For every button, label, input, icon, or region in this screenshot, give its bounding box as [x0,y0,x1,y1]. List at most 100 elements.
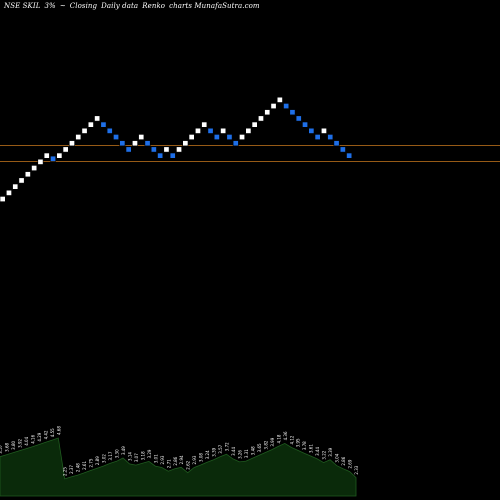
renko-brick [43,152,50,159]
frequency-label: Daily data [101,2,139,10]
volume-label: 3.07 [134,453,139,462]
renko-brick [327,134,334,140]
volume-label: 2.94 [179,455,184,464]
renko-brick [106,127,113,134]
volume-label: 3.31 [244,449,249,458]
renko-brick [150,146,157,153]
volume-label: 4.18 [276,434,281,443]
renko-brick [201,121,208,128]
renko-brick [132,140,138,147]
volume-label: 3.99 [270,437,275,446]
renko-brick [232,140,239,147]
renko-brick [270,103,277,110]
symbol-label: NSE SKIL [4,2,41,10]
volume-label: 3.26 [237,450,242,459]
renko-brick [195,127,201,134]
volume-label: 4.42 [43,430,48,439]
renko-brick [226,134,233,140]
volume-label: 2.93 [192,455,197,464]
volume-label: 3.39 [212,447,217,456]
volume-label: 3.04 [335,453,340,462]
renko-brick [320,127,327,134]
volume-label: 3.72 [225,442,230,451]
renko-brick [308,127,315,134]
volume-labels: 3.57 3.68 3.80 3.92 4.04 4.16 4.29 4.42 4.55 4.68… [0,426,359,476]
renko-brick [207,127,214,134]
renko-brick [50,155,57,162]
volume-label: 2.62 [186,460,191,469]
renko-brick [157,152,164,159]
source-label: charts MunafaSutra.com [169,2,260,10]
renko-brick [182,140,189,147]
renko-brick [169,152,176,159]
volume-label: 3.22 [322,450,327,459]
volume-label: 2.61 [82,461,87,470]
renko-brick [289,109,296,116]
renko-brick [94,115,101,122]
renko-brick [239,134,245,140]
volume-label: 4.16 [30,434,35,443]
renko-brick [138,134,145,140]
renko-brick [0,196,6,202]
volume-label: 3.48 [250,446,255,455]
volume-label: 3.30 [115,449,120,458]
volume-label: 3.44 [231,447,236,456]
renko-brick [18,177,25,184]
renko-brick [69,140,75,147]
volume-label: 3.18 [140,451,145,460]
renko-brick [31,165,38,171]
percent-label: 3% [44,2,56,10]
renko-bricks [0,96,353,202]
renko-brick [314,134,321,140]
renko-brick [245,127,252,134]
volume-label: 3.17 [108,451,113,460]
volume-label: 4.36 [283,431,288,440]
renko-brick [6,189,12,196]
volume-label: 2.86 [173,456,178,465]
volume-label: 2.93 [160,455,165,464]
renko-brick [188,134,195,140]
renko-brick [264,109,271,116]
volume-label: 3.39 [328,447,333,456]
volume-label: 3.82 [263,440,268,449]
volume-label: 4.68 [56,426,61,435]
volume-label: 2.69 [348,459,353,468]
volume-label: 3.92 [17,438,22,447]
renko-brick [251,121,258,128]
volume-label: 2.75 [89,458,94,467]
volume-label: 3.65 [257,443,262,452]
volume-label: 2.89 [95,456,100,465]
renko-brick [283,103,290,110]
style-label: Renko [142,2,166,10]
level-lines [0,145,500,162]
renko-brick [295,115,302,122]
volume-label: 2.25 [63,467,68,476]
volume-label: 3.01 [153,454,158,463]
volume-label: 3.57 [218,444,223,453]
renko-brick [37,158,44,165]
volume-label: 4.12 [289,435,294,444]
volume-label: 2.86 [341,456,346,465]
volume-label: 3.02 [102,454,107,463]
volume-label: 4.29 [37,432,42,441]
renko-brick [12,183,19,190]
volume-label: 3.29 [147,449,152,458]
renko-brick [333,140,340,147]
renko-brick [176,146,182,153]
renko-brick [119,140,126,147]
volume-label: 2.48 [76,463,81,472]
renko-brick [56,152,63,159]
renko-brick [100,121,107,128]
renko-brick [346,152,353,159]
renko-brick [276,96,283,103]
renko-brick [257,115,264,122]
volume-label: 2.71 [166,459,171,468]
volume-label: 4.04 [24,436,29,445]
volume-label: 3.49 [121,446,126,455]
renko-brick [81,127,88,134]
renko-brick [339,146,346,153]
renko-brick [144,140,151,147]
volume-label: 3.14 [127,452,132,461]
volume-label: 3.95 [296,438,301,447]
